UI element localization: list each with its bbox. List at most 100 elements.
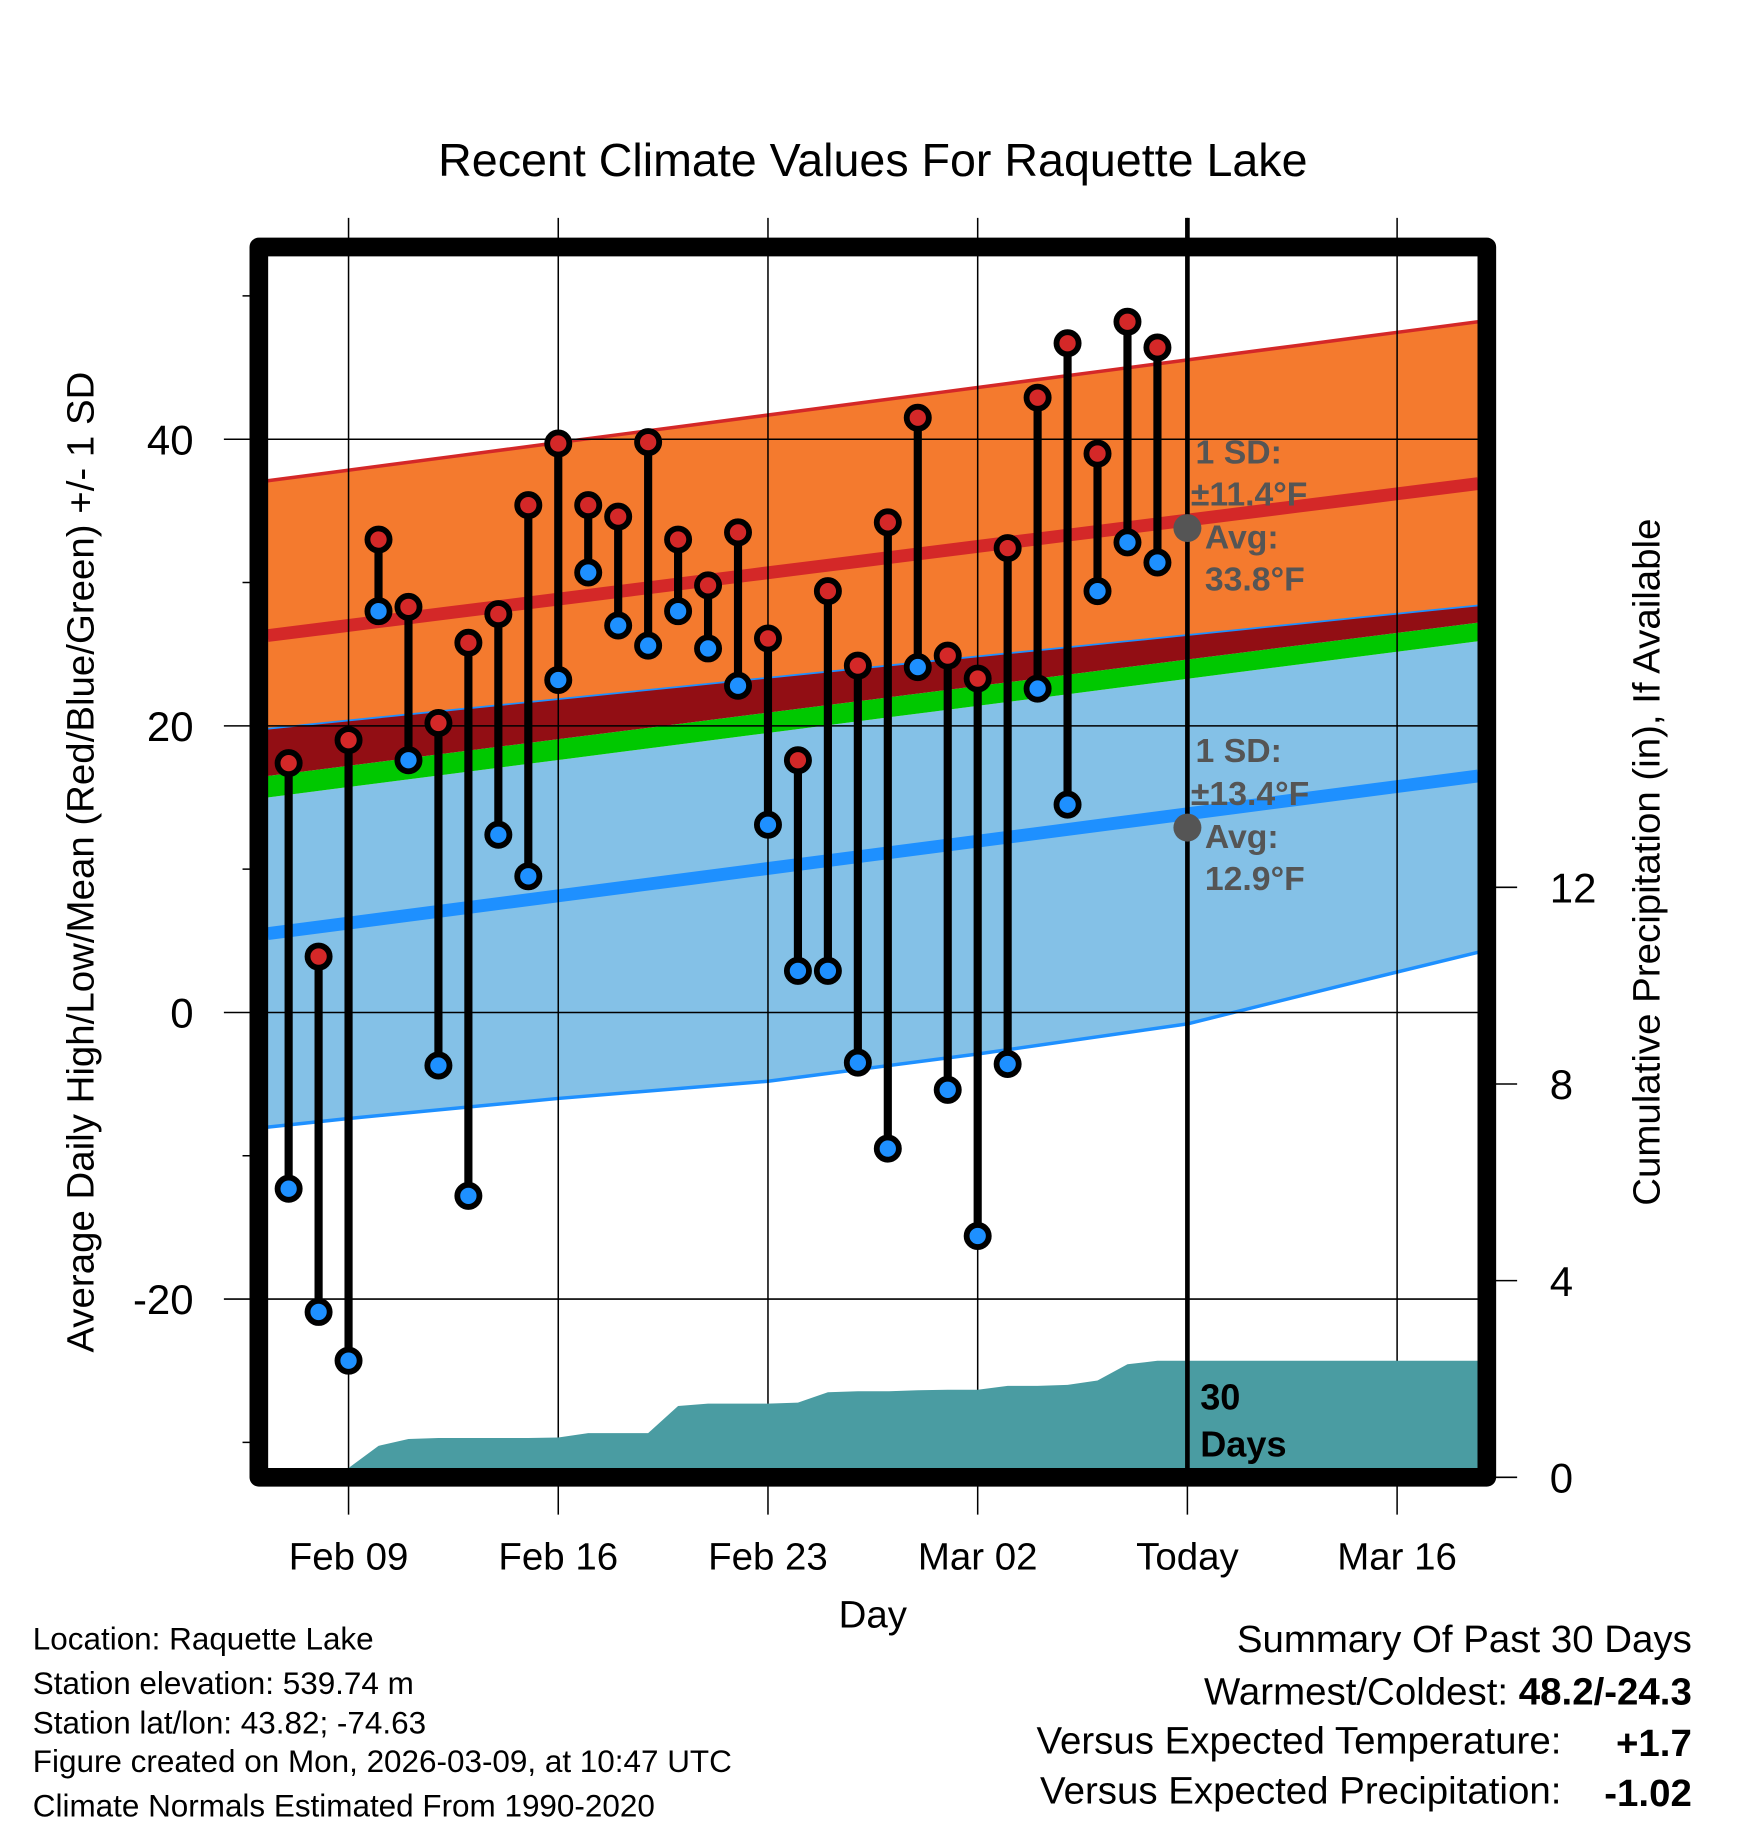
y2-tick-label: 12 <box>1550 864 1597 911</box>
daily-low-point <box>484 820 513 849</box>
daily-high-point <box>604 502 633 531</box>
summary-warm-cold: Warmest/Coldest: 48.2/-24.3 <box>1204 1671 1692 1714</box>
low-avg-value: 12.9°F <box>1205 860 1305 898</box>
mean-band <box>267 622 1478 798</box>
daily-low-point <box>634 631 663 660</box>
daily-high-point <box>1023 383 1052 412</box>
high-sd-label: 1 SD: <box>1196 434 1282 472</box>
daily-high-point <box>454 628 483 657</box>
daily-low-point <box>963 1222 992 1250</box>
high-avg-label: Avg: <box>1205 519 1279 557</box>
precip-area <box>348 1360 1478 1468</box>
high-avg-marker <box>1173 514 1202 543</box>
info-location: Location: Raquette Lake <box>33 1622 374 1657</box>
summary: Summary Of Past 30 Days Warmest/Coldest:… <box>1036 1618 1691 1815</box>
y2-tick-label: 8 <box>1550 1061 1573 1108</box>
daily-high-point <box>514 491 543 520</box>
daily-low-point <box>1083 577 1112 606</box>
info-created: Figure created on Mon, 2026-03-09, at 10… <box>33 1744 732 1779</box>
high-sd-upper-line <box>267 319 1479 483</box>
chart-title: Recent Climate Values For Raquette Lake <box>438 134 1307 186</box>
daily-low-point <box>394 746 423 775</box>
daily-low-point <box>1023 674 1052 703</box>
daily-low-point <box>813 956 842 985</box>
precip-days-label-1: 30 <box>1200 1377 1240 1418</box>
daily-low-point <box>873 1134 902 1163</box>
normal-bands <box>266 319 1479 1129</box>
daily-high-point <box>274 749 303 778</box>
axis-ticks: Feb 09 Feb 16 Feb 23 Mar 02 Today Mar 1640200… <box>133 295 1597 1578</box>
daily-high-point <box>813 577 842 606</box>
daily-low-point <box>933 1075 962 1104</box>
warm-cold-label: Warmest/Coldest: <box>1204 1671 1519 1714</box>
daily-low-point <box>514 862 543 891</box>
y2-tick-label: 0 <box>1550 1454 1573 1501</box>
daily-high-point <box>903 403 932 432</box>
daily-high-point <box>1113 307 1142 336</box>
high-sd-value: ±11.4°F <box>1191 476 1308 514</box>
daily-high-point <box>783 746 812 775</box>
high-avg-value: 33.8°F <box>1205 561 1305 599</box>
plot-frame <box>249 237 1497 1487</box>
precip-days-label-2: Days <box>1200 1423 1286 1464</box>
daily-low-point <box>424 1051 453 1080</box>
x-tick-label: Feb 16 <box>498 1535 618 1578</box>
low-avg-label: Avg: <box>1205 818 1279 856</box>
daily-high-point <box>424 708 453 737</box>
daily-low-point <box>783 956 812 985</box>
summary-title: Summary Of Past 30 Days <box>1237 1618 1692 1661</box>
daily-low-point <box>454 1181 483 1210</box>
x-tick-label: Mar 16 <box>1337 1535 1457 1578</box>
daily-low-point <box>1053 790 1082 819</box>
daily-high-point <box>993 534 1022 563</box>
temp-anomaly-value: +1.7 <box>1616 1722 1692 1765</box>
daily-low-point <box>604 611 633 640</box>
daily-low-point <box>724 671 752 700</box>
daily-high-point <box>724 518 752 547</box>
daily-low-point <box>304 1297 333 1326</box>
low-sd-band <box>267 641 1478 1128</box>
daily-high-point <box>933 641 962 670</box>
daily-low-point <box>544 666 573 694</box>
y2-tick-label: 4 <box>1550 1258 1573 1305</box>
low-sd-label: 1 SD: <box>1196 732 1282 770</box>
daily-high-point <box>664 525 693 554</box>
precip-anomaly-value: -1.02 <box>1604 1772 1692 1815</box>
y-tick-label: 40 <box>147 416 194 463</box>
daily-low-point <box>694 634 723 663</box>
y2-axis-label: Cumulative Precipitation (in), If Availa… <box>1625 519 1668 1206</box>
low-avg-marker <box>1173 813 1202 842</box>
daily-high-point <box>544 429 573 458</box>
x-axis-label: Day <box>839 1594 908 1637</box>
daily-high-point <box>304 942 333 971</box>
daily-range-bars <box>274 307 1172 1375</box>
info-normals: Climate Normals Estimated From 1990-2020 <box>33 1788 655 1823</box>
daily-high-point <box>753 624 782 653</box>
daily-high-point <box>394 592 423 621</box>
info-elevation: Station elevation: 539.74 m <box>33 1666 414 1701</box>
daily-high-point <box>334 726 363 755</box>
daily-low-point <box>993 1050 1022 1079</box>
high-sd-band <box>267 321 1478 729</box>
daily-high-point <box>1053 329 1082 358</box>
daily-low-point <box>753 810 782 839</box>
normal-high-line <box>266 477 1479 642</box>
daily-high-point <box>843 651 872 680</box>
info-latlon: Station lat/lon: 43.82; -74.63 <box>33 1706 426 1741</box>
low-sd-lower-line <box>267 950 1479 1129</box>
precip-anomaly-label: Versus Expected Precipitation: <box>1040 1770 1561 1813</box>
y-tick-label: -20 <box>133 1276 194 1323</box>
daily-high-point <box>634 428 663 457</box>
daily-high-point <box>1143 333 1172 362</box>
temp-anomaly-label: Versus Expected Temperature: <box>1036 1719 1561 1762</box>
x-tick-label: Feb 09 <box>289 1535 409 1578</box>
overlap-band <box>267 605 1478 776</box>
y-axis-label: Average Daily High/Low/Mean (Red/Blue/Gr… <box>59 372 102 1353</box>
low-sd-value: ±13.4°F <box>1191 775 1309 813</box>
daily-high-point <box>574 491 603 520</box>
y-tick-label: 20 <box>147 703 194 750</box>
warm-cold-value: 48.2/-24.3 <box>1519 1671 1692 1714</box>
daily-low-point <box>664 597 693 626</box>
x-tick-label: Today <box>1136 1535 1239 1578</box>
